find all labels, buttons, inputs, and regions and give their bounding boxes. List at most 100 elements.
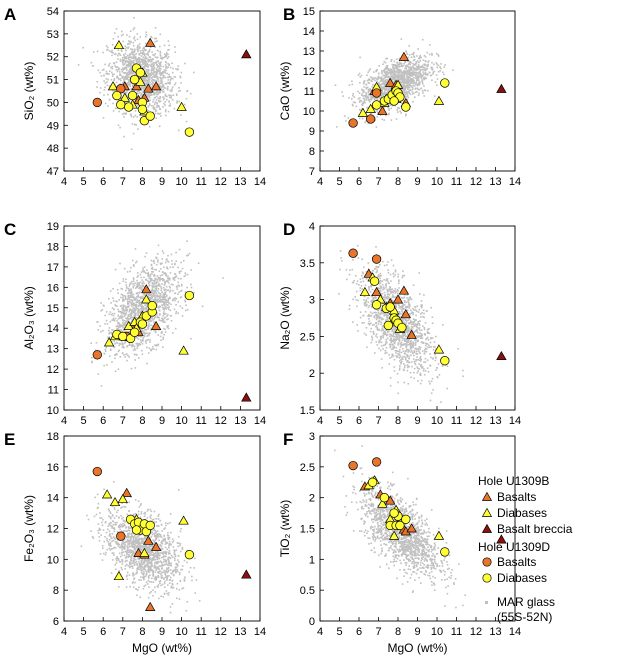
data-point <box>406 329 417 339</box>
legend: Hole U1309B Basalts Diabases Basalt brec… <box>478 474 573 624</box>
panel-label: C <box>4 220 16 239</box>
data-point <box>184 290 195 301</box>
y-tick-label: 17 <box>47 262 59 274</box>
data-point <box>144 601 156 611</box>
x-tick-label: 5 <box>81 415 87 427</box>
y-tick-label: 10 <box>47 405 59 417</box>
data-point <box>383 320 393 331</box>
y-tick-label: 54 <box>47 6 59 18</box>
x-tick-label: 6 <box>100 415 106 427</box>
series-diabases-u1309d <box>112 63 195 137</box>
data-point <box>92 350 102 360</box>
data-point <box>385 302 395 312</box>
x-tick-label: 5 <box>336 415 342 427</box>
data-point <box>371 457 382 467</box>
y-tick-label: 11 <box>304 86 315 98</box>
y-tick-label: 1.5 <box>300 405 315 417</box>
x-tick-label: 12 <box>215 626 227 638</box>
x-tick-label: 14 <box>254 626 266 638</box>
data-point <box>112 90 122 101</box>
y-tick-label: 3 <box>309 431 315 443</box>
y-axis-label: Na₂O (wt%) <box>278 286 292 349</box>
data-point <box>384 77 396 87</box>
panel-f: 4 5 6 7 8 9 10 11 12 13 14 0 0.5 1 1.5 2 2.5 3 F TiO₂ (wt%)… <box>278 430 521 655</box>
y-tick-label: 13 <box>303 46 315 58</box>
x-axis-label: MgO (wt%) <box>132 641 192 655</box>
x-tick-label: 6 <box>100 176 106 188</box>
data-point <box>113 570 125 581</box>
y-tick-label: 51 <box>47 75 59 87</box>
y-axis-label: Al₂O₃ (wt%) <box>22 286 36 350</box>
series-diabases-u1309d <box>112 290 195 344</box>
y-tick-label: 11 <box>48 385 59 397</box>
data-point <box>348 118 358 128</box>
data-point <box>433 530 445 540</box>
data-point <box>433 344 445 354</box>
data-point <box>371 300 382 310</box>
x-tick-label: 12 <box>215 415 227 427</box>
x-tick-label: 13 <box>234 415 246 427</box>
data-point <box>389 96 399 106</box>
data-point <box>359 286 371 297</box>
data-point <box>388 530 400 540</box>
series-basalts-u1309d <box>348 88 382 128</box>
panel-e: 4 5 6 7 8 9 10 11 12 13 14 6 8 10 12 14 16 18 E Fe₂O₃ (wt%)… <box>4 430 266 655</box>
x-tick-label: 13 <box>234 176 246 188</box>
x-tick-label: 9 <box>159 176 165 188</box>
x-tick-label: 13 <box>489 626 501 638</box>
series-basalts-u1309d <box>348 248 382 264</box>
data-point <box>145 520 155 531</box>
data-point <box>389 508 399 518</box>
x-tick-label: 6 <box>356 176 362 188</box>
legend-title-u1309d: Hole U1309D <box>478 540 550 554</box>
data-point <box>145 111 155 121</box>
x-tick-label: 4 <box>61 176 67 188</box>
data-point <box>366 114 376 124</box>
x-tick-label: 4 <box>317 415 323 427</box>
plot-frame <box>63 435 261 622</box>
panel-label: A <box>4 5 16 24</box>
data-point <box>395 520 405 531</box>
data-point <box>401 102 411 112</box>
x-tick-label: 10 <box>431 626 443 638</box>
data-point <box>117 493 129 504</box>
x-tick-label: 14 <box>509 176 521 188</box>
data-point <box>241 569 252 579</box>
data-point <box>398 285 410 295</box>
series-basalt-breccia-u1309b <box>496 83 507 93</box>
panel-label: E <box>4 430 15 449</box>
x-tick-label: 5 <box>336 176 342 188</box>
x-tick-label: 14 <box>254 415 266 427</box>
data-point <box>116 531 126 541</box>
x-tick-label: 12 <box>470 176 482 188</box>
series-basalt-breccia-u1309b <box>241 49 252 59</box>
y-tick-label: 6 <box>53 616 59 628</box>
x-tick-label: 10 <box>431 176 443 188</box>
x-tick-label: 13 <box>234 626 246 638</box>
legend-item-basalts-b: Basalts <box>481 490 536 504</box>
x-tick-label: 7 <box>120 626 126 638</box>
x-tick-label: 8 <box>395 415 401 427</box>
x-tick-label: 11 <box>195 415 206 427</box>
data-point <box>440 547 450 557</box>
x-tick-label: 9 <box>159 415 165 427</box>
panel-label: F <box>283 430 293 449</box>
x-tick-label: 8 <box>395 626 401 638</box>
y-tick-label: 10 <box>303 106 315 118</box>
x-tick-label: 10 <box>175 415 187 427</box>
data-point <box>348 248 358 258</box>
y-tick-label: 18 <box>47 241 59 253</box>
data-point <box>92 97 102 108</box>
x-tick-label: 5 <box>336 626 342 638</box>
legend-item-basalts-d: Basalts <box>482 555 536 569</box>
y-tick-label: 9 <box>309 126 315 138</box>
data-point <box>365 103 376 113</box>
x-tick-label: 8 <box>395 176 401 188</box>
data-point <box>119 92 131 102</box>
x-tick-label: 13 <box>489 415 501 427</box>
series-basalt-breccia-u1309b <box>241 392 252 402</box>
data-point <box>92 466 102 477</box>
data-point <box>357 107 369 117</box>
x-tick-label: 7 <box>375 626 381 638</box>
legend-item-diabases-b: Diabases <box>481 506 547 520</box>
